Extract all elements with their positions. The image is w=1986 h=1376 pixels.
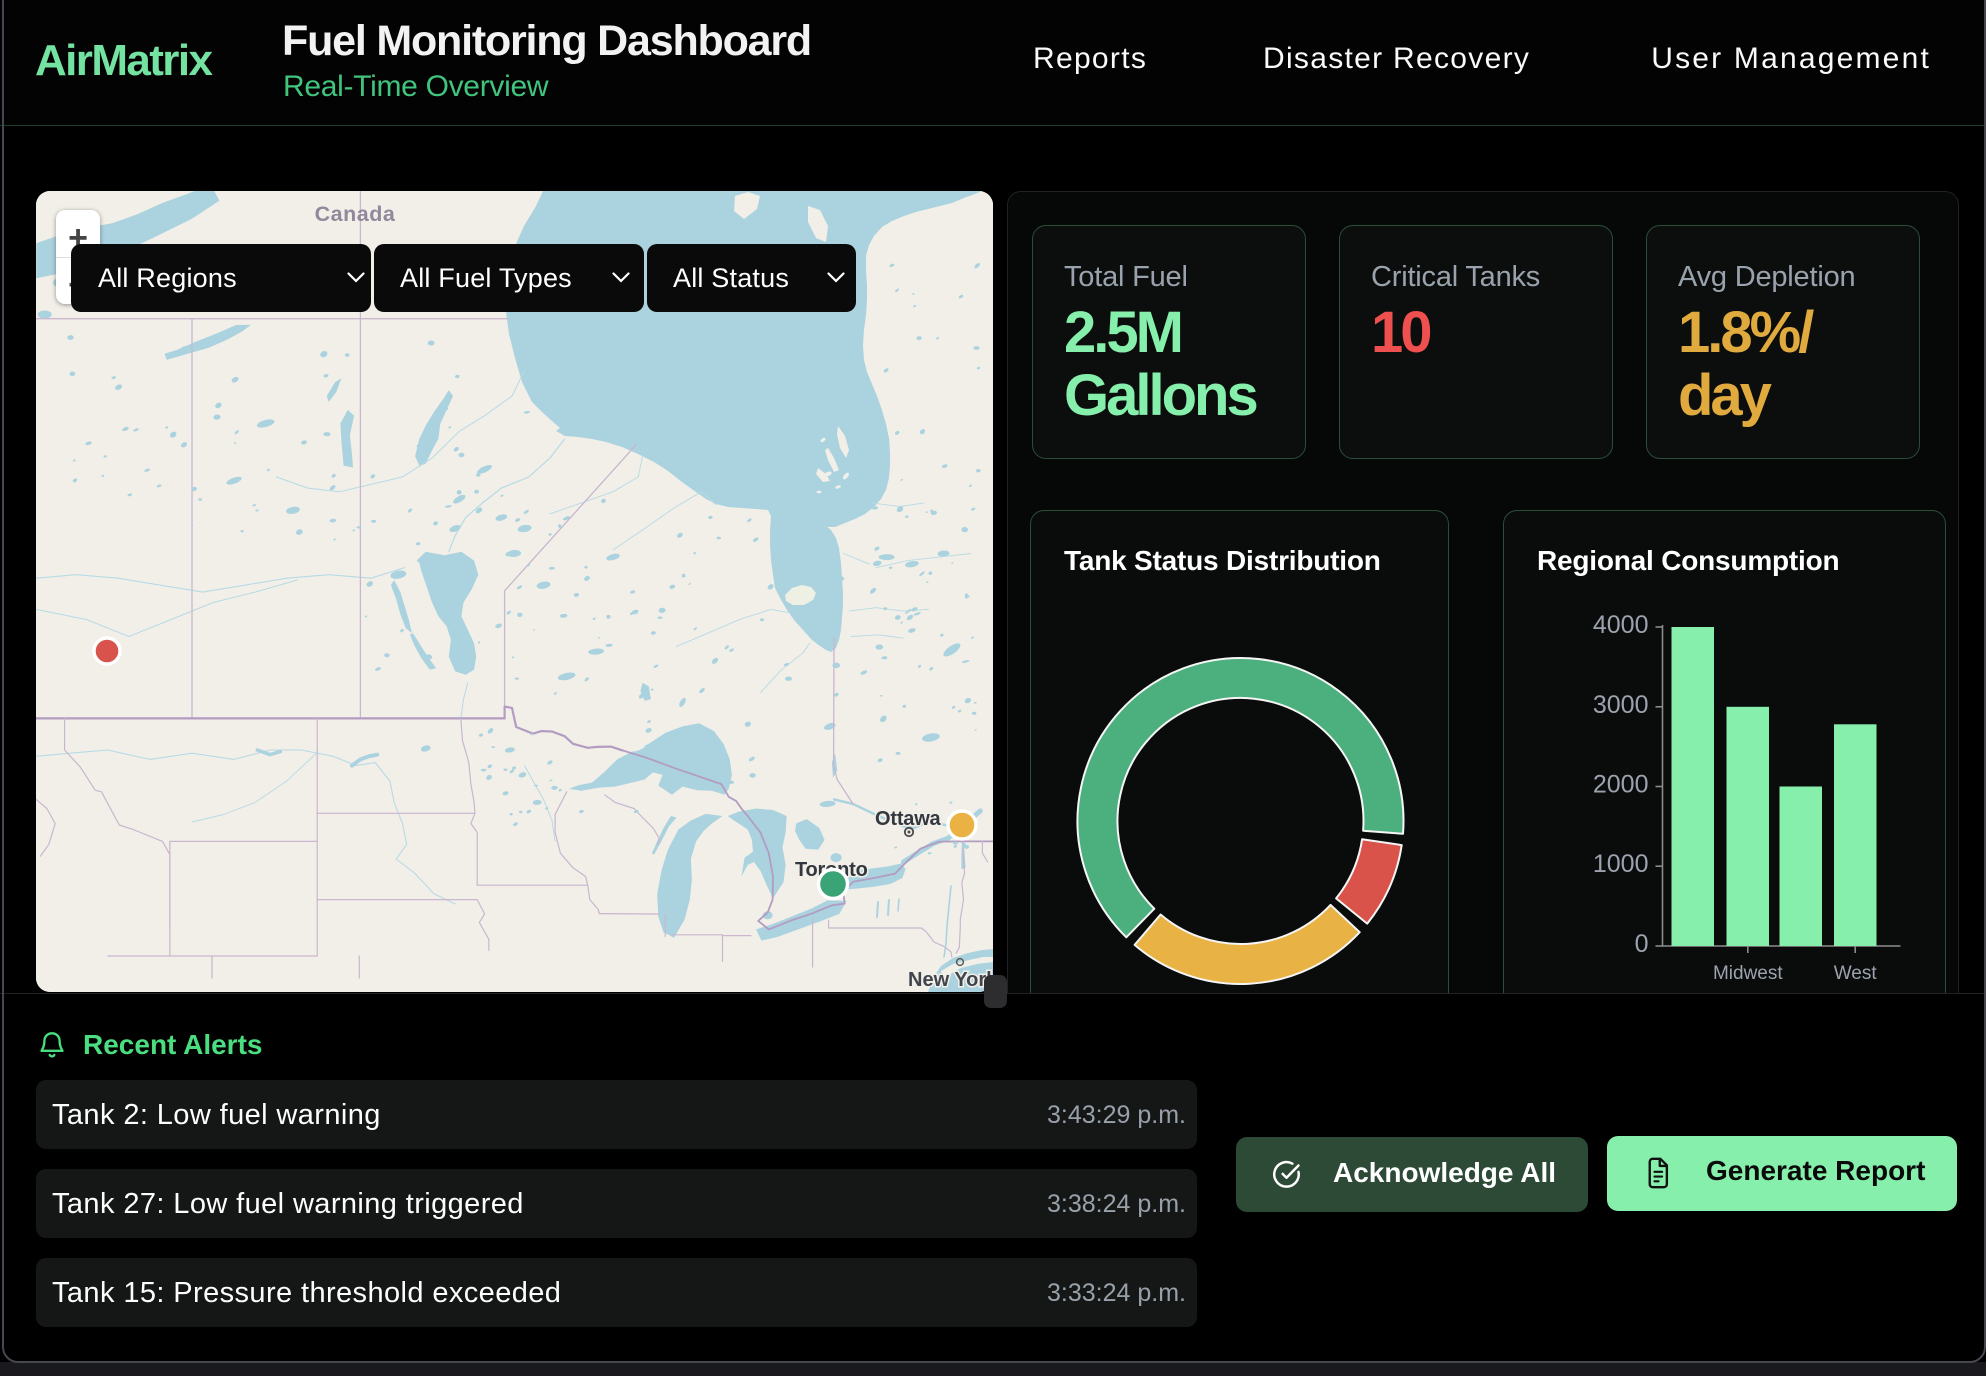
- svg-text:1000: 1000: [1593, 850, 1649, 878]
- svg-text:4000: 4000: [1593, 611, 1649, 639]
- svg-text:2000: 2000: [1593, 771, 1649, 799]
- svg-text:0: 0: [1635, 930, 1649, 958]
- svg-text:New York: New York: [908, 969, 993, 991]
- svg-text:Midwest: Midwest: [1713, 963, 1783, 984]
- svg-text:West: West: [1834, 963, 1878, 984]
- svg-text:Canada: Canada: [315, 202, 396, 226]
- svg-text:Ottawa: Ottawa: [875, 808, 942, 830]
- svg-text:3000: 3000: [1593, 691, 1649, 719]
